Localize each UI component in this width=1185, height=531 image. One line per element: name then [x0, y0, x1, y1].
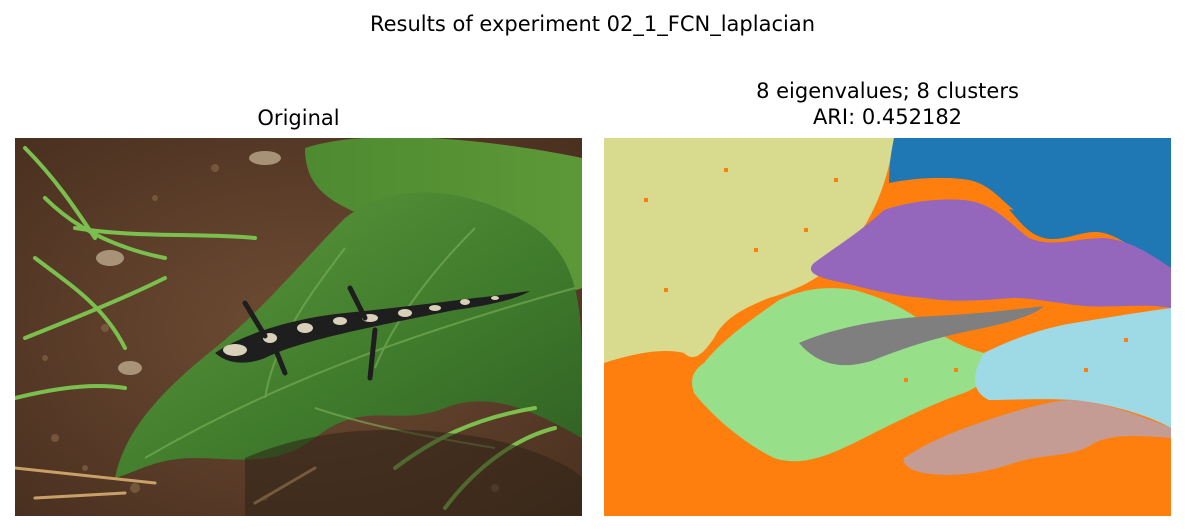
original-title-text: Original: [257, 106, 340, 130]
segmentation-title-line1: 8 eigenvalues; 8 clusters: [756, 79, 1019, 103]
segmentation-panel-title: 8 eigenvalues; 8 clusters ARI: 0.452182: [604, 78, 1171, 130]
cluster-label-map: [604, 138, 1171, 516]
cluster-khaki-region: [604, 138, 894, 363]
cluster-blue-region: [889, 138, 1171, 268]
segmentation-image: [604, 138, 1171, 516]
original-image: [15, 138, 582, 516]
segmentation-title-line2: ARI: 0.452182: [812, 105, 963, 129]
cluster-purple-region: [810, 199, 1171, 308]
cluster-cyan-region: [974, 308, 1171, 428]
cluster-gray-region: [799, 306, 1044, 366]
figure-title: Results of experiment 02_1_FCN_laplacian: [369, 12, 816, 36]
salamander-photo: [15, 138, 582, 516]
cluster-brown-region: [903, 400, 1171, 475]
original-panel-title: Original: [15, 105, 582, 131]
